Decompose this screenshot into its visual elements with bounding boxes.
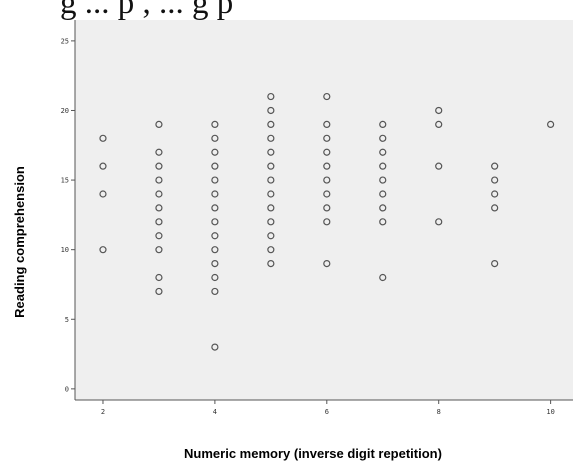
data-point (435, 162, 443, 170)
data-point (267, 218, 275, 226)
y-axis-ticks: 0 5 10 15 20 25 (61, 37, 75, 393)
data-point (323, 204, 331, 212)
data-point (99, 134, 107, 142)
data-point (211, 190, 219, 198)
data-point (435, 218, 443, 226)
data-point (155, 162, 163, 170)
x-tick-label: 4 (213, 408, 217, 416)
data-point (323, 92, 331, 101)
data-point (323, 148, 331, 156)
data-points (99, 92, 555, 351)
data-point (211, 232, 219, 240)
data-point (379, 176, 387, 184)
y-tick-label: 25 (61, 37, 69, 45)
data-point (211, 176, 219, 184)
data-point (155, 232, 163, 240)
y-tick-label: 15 (61, 177, 69, 185)
data-point (267, 259, 275, 268)
data-point (211, 204, 219, 212)
data-point (323, 134, 331, 142)
data-point (379, 273, 387, 282)
data-point (211, 273, 219, 282)
y-tick-label: 5 (65, 316, 69, 324)
data-point (323, 218, 331, 226)
y-tick-label: 0 (65, 385, 69, 393)
data-point (379, 204, 387, 212)
data-point (211, 287, 219, 296)
data-point (267, 92, 275, 101)
x-tick-label: 10 (546, 408, 554, 416)
data-point (211, 246, 219, 254)
x-tick-label: 6 (325, 408, 329, 416)
data-point (99, 246, 107, 254)
data-point (491, 176, 499, 184)
data-point (211, 134, 219, 142)
data-point (267, 148, 275, 156)
data-point (491, 162, 499, 170)
x-axis-ticks: 2 4 6 8 10 (101, 400, 555, 416)
data-point (323, 176, 331, 184)
data-point (323, 162, 331, 170)
data-point (267, 246, 275, 254)
y-tick-label: 10 (61, 246, 69, 254)
data-point (379, 148, 387, 156)
data-point (211, 218, 219, 226)
data-point (155, 148, 163, 156)
data-point (491, 259, 499, 268)
data-point (99, 162, 107, 170)
data-point (211, 343, 219, 351)
y-tick-label: 20 (61, 107, 69, 115)
data-point (99, 190, 107, 198)
data-point (211, 259, 219, 268)
data-point (211, 120, 219, 128)
data-point (155, 176, 163, 184)
data-point (211, 148, 219, 156)
data-point (379, 162, 387, 170)
x-tick-label: 2 (101, 408, 105, 416)
data-point (267, 106, 275, 115)
data-point (155, 273, 163, 282)
data-point (267, 134, 275, 142)
data-point (379, 218, 387, 226)
data-point (323, 120, 331, 128)
data-point (267, 120, 275, 128)
data-point (267, 190, 275, 198)
data-point (267, 176, 275, 184)
data-point (155, 120, 163, 128)
data-point (491, 204, 499, 212)
x-tick-label: 8 (437, 408, 441, 416)
x-axis-title: Numeric memory (inverse digit repetition… (184, 446, 442, 461)
y-axis-title: Reading comprehension (12, 166, 27, 318)
data-point (547, 120, 555, 128)
data-point (267, 162, 275, 170)
data-point (267, 204, 275, 212)
data-point (491, 190, 499, 198)
data-point (379, 120, 387, 128)
data-point (155, 287, 163, 296)
data-point (155, 246, 163, 254)
data-point (323, 190, 331, 198)
data-point (267, 232, 275, 240)
data-point (323, 259, 331, 268)
data-point (155, 204, 163, 212)
data-point (435, 120, 443, 128)
data-point (155, 218, 163, 226)
data-point (435, 106, 443, 115)
caption-fragment: g ... p , ... g p (60, 0, 234, 20)
data-point (211, 162, 219, 170)
data-point (379, 190, 387, 198)
data-point (379, 134, 387, 142)
data-point (155, 190, 163, 198)
